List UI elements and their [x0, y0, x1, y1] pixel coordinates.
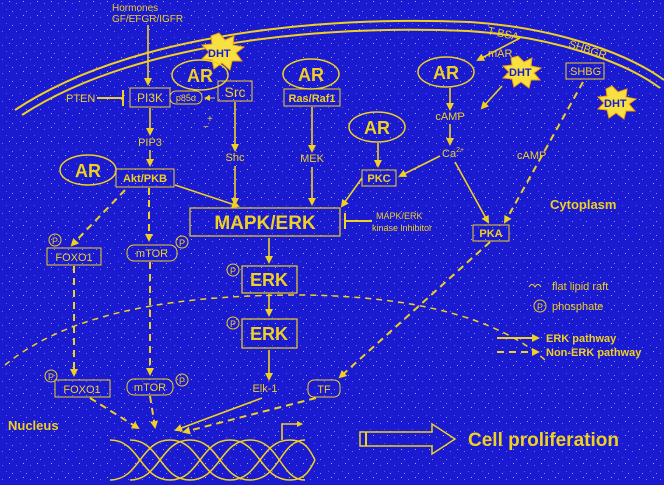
ca-label: Ca2+ — [442, 147, 464, 160]
foxo1-box-nuc — [54, 379, 111, 398]
src-label: Src — [225, 84, 246, 100]
pip3-label: PIP3 — [138, 137, 162, 149]
legend-phosphate-icon — [533, 299, 547, 313]
phosphate-foxo1-top: P — [48, 233, 62, 247]
erk-label-1: ERK — [250, 270, 288, 290]
phosphate-mtor-nuc: P — [175, 373, 189, 387]
minus-sign: − — [203, 122, 209, 133]
phosphate-erk-2: P — [226, 316, 240, 330]
shbg-label: SHBG — [570, 66, 601, 78]
legend-phosphate-label: phosphate — [552, 301, 603, 313]
shbg-box — [565, 62, 605, 80]
phosphate-label-3: P — [230, 266, 236, 276]
foxo1-label-nuc: FOXO1 — [63, 384, 100, 396]
phosphate-label-6: P — [179, 376, 185, 386]
cell-proliferation-label: Cell proliferation — [468, 430, 619, 451]
akt-pkb-label: Akt/PKB — [123, 173, 167, 185]
cell-membrane — [14, 19, 664, 116]
mek-label: MEK — [300, 153, 325, 165]
tf-label: TF — [317, 384, 331, 396]
dht-burst-1: DHT — [200, 32, 246, 71]
pten-label: PTEN — [66, 93, 95, 105]
ar-node-1: AR — [171, 59, 229, 91]
src-box — [217, 80, 253, 102]
tf-box — [307, 379, 341, 398]
akt-pkb-box — [115, 168, 175, 188]
mar-label: mAR — [488, 48, 513, 60]
erk-box-2 — [241, 318, 298, 349]
nucleus-label: Nucleus — [8, 418, 59, 433]
non-erk-pathway-arrows — [70, 81, 584, 435]
mtor-box-top — [126, 244, 178, 262]
legend-lipid-raft-label: flat lipid raft — [552, 281, 608, 293]
mtor-label-top: mTOR — [136, 248, 168, 260]
mapk-erk-label: MAPK/ERK — [214, 213, 316, 234]
dna-helix — [109, 439, 316, 481]
legend: flat lipid raft P phosphate ERK pathway … — [497, 281, 642, 359]
inhibitor-label-line2: kinase inhibitor — [372, 223, 432, 233]
dht-label-3: DHT — [604, 98, 627, 110]
plus-sign: + — [207, 114, 213, 125]
phosphate-foxo1-nuc: P — [44, 369, 58, 383]
elk1-label: Elk-1 — [252, 383, 277, 395]
ar-label-2: AR — [298, 65, 324, 85]
phosphate-label-5: P — [48, 372, 54, 382]
ar-label-3: AR — [433, 63, 459, 83]
legend-non-erk-label: Non-ERK pathway — [546, 347, 642, 359]
nucleus-membrane — [4, 294, 546, 366]
shc-label: Shc — [226, 152, 245, 164]
erk-label-2: ERK — [250, 324, 288, 344]
dht-burst-2: DHT — [501, 55, 543, 89]
mtor-box-nuc — [126, 378, 174, 396]
hormones-label-line2: GF/EFGR/IGFR — [112, 14, 183, 25]
dht-label-2: DHT — [509, 67, 532, 79]
phosphate-mtor-top: P — [175, 235, 189, 249]
ca-superscript: 2+ — [456, 147, 464, 154]
foxo1-box-top — [46, 247, 102, 266]
ar-node-3: AR — [417, 56, 475, 88]
dht-label-1: DHT — [208, 48, 231, 60]
legend-phosphate-p: P — [537, 302, 543, 312]
foxo1-label-top: FOXO1 — [55, 252, 92, 264]
erk-box-1 — [241, 265, 298, 294]
camp-label-1: cAMP — [435, 111, 464, 123]
p85-label: p85α — [176, 93, 196, 103]
mapk-erk-box — [189, 207, 341, 237]
legend-erk-label: ERK pathway — [546, 333, 617, 345]
phosphate-label-1: P — [52, 236, 58, 246]
ar-label-5: AR — [75, 161, 101, 181]
erk-pathway-arrows — [144, 25, 521, 440]
pi3k-label: PI3K — [137, 91, 163, 105]
ar-label-1: AR — [187, 66, 213, 86]
legend-lipid-raft-icon — [528, 284, 542, 288]
phosphate-erk-1: P — [226, 263, 240, 277]
ar-label-4: AR — [364, 118, 390, 138]
p85-box — [169, 90, 203, 105]
pkc-label: PKC — [367, 173, 390, 185]
mtor-label-nuc: mTOR — [134, 382, 166, 394]
ar-node-4: AR — [348, 111, 406, 143]
dht-burst-3: DHT — [596, 85, 638, 120]
phosphate-label-2: P — [179, 238, 185, 248]
pka-label: PKA — [479, 228, 502, 240]
inhibitor-label-line1: MAPK/ERK — [376, 211, 423, 221]
ras-raf1-box — [283, 88, 341, 107]
phosphate-label-4: P — [230, 319, 236, 329]
hormones-label-line1: Hormones — [112, 3, 158, 14]
proliferation-arrow — [359, 422, 457, 456]
ras-raf1-label: Ras/Raf1 — [288, 93, 335, 105]
pka-box — [472, 224, 510, 242]
cytoplasm-label: Cytoplasm — [550, 197, 616, 212]
